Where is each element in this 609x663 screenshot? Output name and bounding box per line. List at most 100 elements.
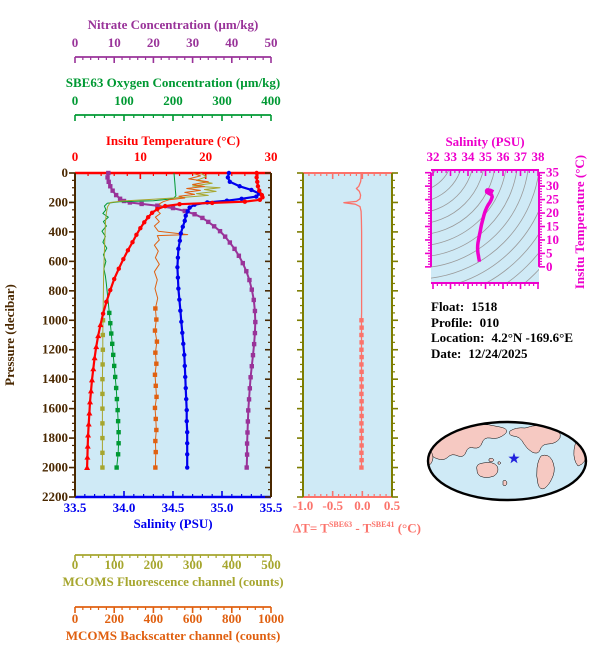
svg-text:1000: 1000 [42,312,68,327]
svg-text:1600: 1600 [42,401,68,416]
world-map [426,420,588,502]
svg-text:0.5: 0.5 [384,498,401,513]
mcoms-backscatter-channel-series [152,172,209,470]
axis [265,172,272,498]
svg-text:800: 800 [49,283,69,298]
profile-value: 010 [479,314,500,330]
svg-text:33.5: 33.5 [64,500,87,515]
svg-text:35: 35 [546,165,560,180]
svg-text:30: 30 [186,35,199,50]
svg-text:600: 600 [49,253,69,268]
svg-text:34.0: 34.0 [113,500,136,515]
backscatter-axis-title: MCOMS Backscatter channel (counts) [65,628,281,643]
svg-text:100: 100 [104,557,124,572]
delta-t-label-suffix: (°C) [394,520,421,536]
temperature-axis-title: Insitu Temperature (°C) [105,133,241,148]
svg-text:1800: 1800 [42,430,68,445]
svg-text:30: 30 [265,149,278,164]
float-info-row: Profile: 010 [431,315,573,331]
location-value: 4.2°N -169.6°E [491,330,573,345]
oxygen-axis-title: SBE63 Oxygen Concentration (µm/kg) [65,75,281,90]
date-value: 12/24/2025 [468,345,528,361]
float-location-star [508,452,520,464]
svg-text:10: 10 [134,149,147,164]
delta-t-axis-title: ΔT= TSBE63 - TSBE41 (°C) [277,518,437,535]
svg-text:600: 600 [183,611,203,626]
main-plot-area [75,173,271,497]
svg-text:0: 0 [546,259,553,274]
svg-text:-1.0: -1.0 [293,498,314,513]
svg-text:500: 500 [261,557,281,572]
fluorescence-axis-title: MCOMS Fluorescence channel (counts) [62,574,284,589]
sbe63-oxygen-concentration-series [101,172,177,470]
delta-t-series [343,173,364,470]
float-info: Float: 1518 Profile: 010 Location: 4.2°N -1… [431,299,573,361]
svg-text:36: 36 [497,149,511,164]
ts-temperature-axis-title: Insitu Temperature (°C) [572,155,587,289]
axis [74,114,272,121]
svg-text:100: 100 [114,93,134,108]
pressure-axis-title: Pressure (decibar) [2,284,17,386]
ts-salinity-axis-title: Salinity (PSU) [445,134,525,149]
svg-text:200: 200 [49,194,69,209]
axis [391,172,398,498]
ts-plot-area [431,170,539,283]
float-info-row: Location: 4.2°N -169.6°E [431,330,573,346]
svg-text:1200: 1200 [42,342,68,357]
svg-text:35: 35 [479,149,493,164]
svg-text:37: 37 [514,149,528,164]
insitu-temperature-series [84,170,265,470]
axis [538,171,545,268]
float-info-row: Date: 12/24/2025 [431,346,573,362]
svg-text:400: 400 [222,557,242,572]
date-label: Date: [431,345,462,361]
svg-text:800: 800 [222,611,242,626]
svg-text:32: 32 [426,149,439,164]
svg-text:15: 15 [546,219,560,234]
svg-text:0: 0 [72,35,79,50]
svg-text:1000: 1000 [258,611,284,626]
svg-text:35.5: 35.5 [260,500,283,515]
axis [74,606,272,613]
svg-text:50: 50 [265,35,278,50]
svg-text:25: 25 [546,192,560,207]
svg-text:400: 400 [49,224,69,239]
svg-text:-0.5: -0.5 [322,498,343,513]
axis [74,56,272,63]
svg-text:40: 40 [225,35,238,50]
salinity-series [175,170,262,470]
axis [69,172,76,498]
svg-text:400: 400 [144,611,164,626]
svg-text:0: 0 [72,93,79,108]
svg-text:2000: 2000 [42,460,68,475]
svg-text:0: 0 [72,557,79,572]
svg-text:200: 200 [104,611,124,626]
svg-text:2200: 2200 [42,489,68,504]
axis [302,172,393,179]
svg-text:5: 5 [546,245,553,260]
float-info-row: Float: 1518 [431,299,573,315]
mcoms-fluorescence-channel-series [100,172,221,470]
location-label: Location: [431,330,485,345]
svg-text:300: 300 [212,93,232,108]
svg-text:200: 200 [144,557,164,572]
svg-text:30: 30 [546,178,559,193]
axis [425,171,432,268]
axis [431,282,539,289]
svg-text:34.5: 34.5 [162,500,185,515]
svg-text:10: 10 [546,232,559,247]
svg-text:0.0: 0.0 [354,498,370,513]
axis [431,169,539,176]
axis [297,172,304,498]
float-label: Float: [431,299,465,314]
float-value: 1518 [471,299,498,314]
svg-text:33: 33 [444,149,458,164]
delta-t-plot-area [303,173,392,497]
nitrate-axis-title: Nitrate Concentration (µm/kg) [87,17,259,32]
svg-text:0: 0 [62,165,69,180]
svg-text:20: 20 [546,205,559,220]
axis [74,554,272,561]
svg-text:0: 0 [72,611,79,626]
